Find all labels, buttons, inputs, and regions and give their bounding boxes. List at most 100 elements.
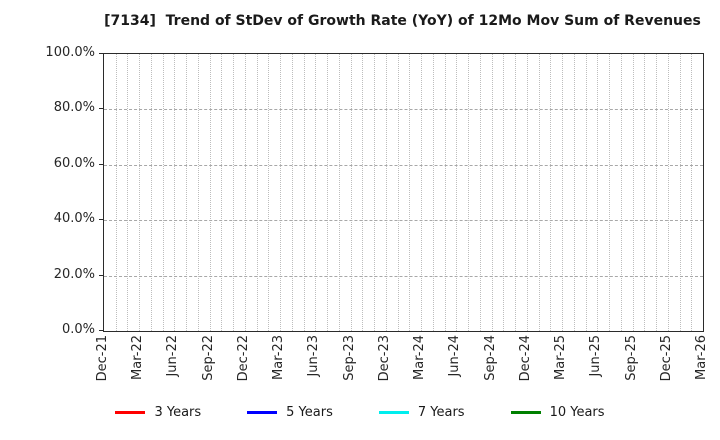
x-tick-label: Dec-22 [235, 335, 251, 382]
x-tick-label: Dec-21 [95, 335, 110, 382]
x-tick-label: Sep-25 [623, 335, 639, 381]
gridline-vertical [573, 54, 575, 331]
gridline-vertical [303, 54, 305, 331]
x-tick-label: Mar-22 [130, 335, 146, 380]
legend-item-10-years: 10 Years [510, 405, 605, 420]
x-tick-label: Mar-24 [412, 335, 428, 380]
legend-item-7-years: 7 Years [378, 405, 465, 420]
gridline-horizontal [104, 164, 703, 166]
gridline-vertical [515, 54, 517, 331]
gridline-vertical [550, 54, 552, 331]
x-tick-label: Jun-25 [588, 335, 604, 377]
gridline-vertical [139, 54, 141, 331]
x-tick-label: Dec-24 [517, 335, 533, 382]
gridline-vertical [268, 54, 270, 331]
gridline-vertical [397, 54, 399, 331]
gridline-vertical [315, 54, 317, 331]
x-tick-label: Jun-22 [165, 335, 181, 377]
chart-legend: 3 Years 5 Years 7 Years 10 Years [0, 405, 720, 420]
gridline-vertical [468, 54, 470, 331]
gridline-vertical [538, 54, 540, 331]
x-tick-label: Sep-24 [482, 335, 498, 381]
chart-title: [7134] Trend of StDev of Growth Rate (Yo… [104, 13, 701, 29]
gridline-vertical [350, 54, 352, 331]
gridline-horizontal [104, 275, 703, 277]
gridline-horizontal [104, 109, 703, 111]
legend-line-swatch [378, 411, 409, 414]
gridline-vertical [385, 54, 387, 331]
gridline-vertical [362, 54, 364, 331]
gridline-vertical [244, 54, 246, 331]
gridline-vertical [444, 54, 446, 331]
gridline-vertical [233, 54, 235, 331]
legend-label: 7 Years [417, 405, 465, 420]
legend-label: 10 Years [549, 405, 605, 420]
gridline-vertical [209, 54, 211, 331]
legend-item-3-years: 3 Years [115, 405, 201, 420]
gridline-vertical [620, 54, 622, 331]
gridline-vertical [327, 54, 329, 331]
x-tick-label: Sep-22 [200, 335, 216, 381]
gridline-vertical [221, 54, 223, 331]
y-tick-mark [99, 219, 103, 221]
gridline-vertical [174, 54, 176, 331]
gridline-vertical [656, 54, 658, 331]
legend-label: 3 Years [154, 405, 202, 420]
legend-label: 5 Years [286, 405, 333, 420]
legend-item-5-years: 5 Years [247, 405, 333, 420]
y-tick-mark [99, 330, 103, 331]
gridline-vertical [115, 54, 117, 331]
x-tick-label: Jun-24 [447, 335, 463, 377]
plot-area [103, 53, 704, 332]
x-tick-label: Jun-23 [306, 335, 322, 377]
x-tick-label: Mar-25 [553, 335, 569, 380]
x-tick-label: Mar-26 [694, 335, 709, 380]
gridline-vertical [162, 54, 164, 331]
gridline-vertical [186, 54, 188, 331]
y-tick-label: 20.0% [53, 266, 95, 282]
gridline-vertical [562, 54, 564, 331]
y-tick-label: 40.0% [53, 211, 95, 227]
y-tick-label: 0.0% [61, 322, 95, 337]
x-tick-label: Sep-23 [341, 335, 357, 381]
y-tick-mark [99, 163, 103, 165]
gridline-vertical [150, 54, 152, 331]
gridline-vertical [597, 54, 599, 331]
gridline-vertical [432, 54, 434, 331]
gridline-vertical [691, 54, 693, 331]
gridline-vertical [421, 54, 423, 331]
gridline-horizontal [104, 220, 703, 222]
gridline-vertical [667, 54, 669, 331]
gridline-vertical [609, 54, 611, 331]
gridline-vertical [456, 54, 458, 331]
gridline-vertical [585, 54, 587, 331]
gridline-vertical [491, 54, 493, 331]
y-tick-mark [99, 53, 103, 54]
x-tick-label: Dec-25 [658, 335, 674, 382]
y-tick-label: 60.0% [53, 155, 95, 171]
y-tick-label: 100.0% [45, 45, 95, 60]
legend-line-swatch [115, 411, 146, 414]
gridline-vertical [280, 54, 282, 331]
legend-line-swatch [510, 411, 541, 414]
gridline-vertical [374, 54, 376, 331]
gridline-vertical [526, 54, 528, 331]
gridline-vertical [503, 54, 505, 331]
y-tick-mark [99, 108, 103, 110]
gridline-vertical [338, 54, 340, 331]
gridline-vertical [644, 54, 646, 331]
gridline-vertical [632, 54, 634, 331]
x-tick-label: Dec-23 [376, 335, 392, 382]
y-tick-label: 80.0% [53, 100, 95, 116]
gridline-vertical [256, 54, 258, 331]
gridline-vertical [479, 54, 481, 331]
gridline-vertical [197, 54, 199, 331]
x-tick-label: Mar-23 [271, 335, 287, 380]
gridline-vertical [409, 54, 411, 331]
legend-line-swatch [247, 411, 278, 414]
gridline-vertical [679, 54, 681, 331]
y-tick-mark [99, 274, 103, 276]
gridline-vertical [291, 54, 293, 331]
gridline-vertical [127, 54, 129, 331]
